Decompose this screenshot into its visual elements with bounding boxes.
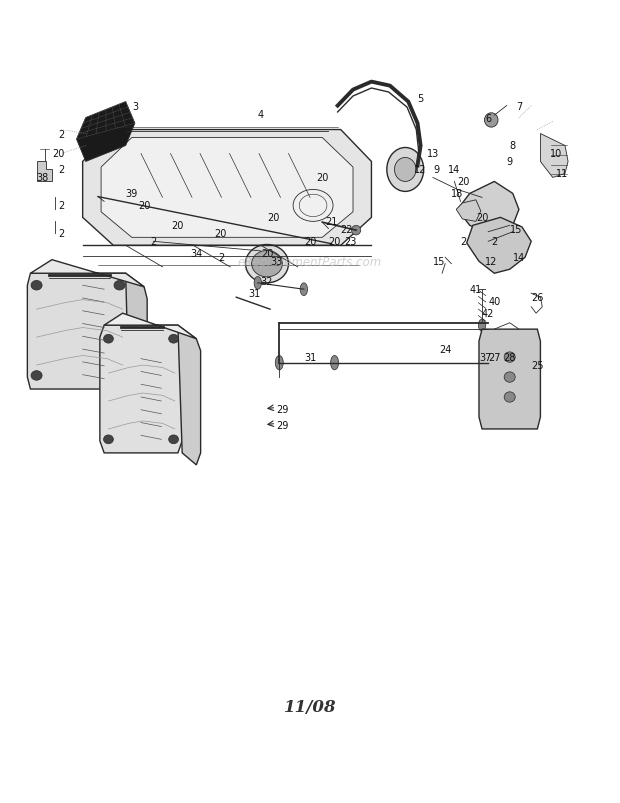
Text: 20: 20 bbox=[261, 249, 273, 259]
Ellipse shape bbox=[114, 371, 125, 381]
Text: 20: 20 bbox=[316, 173, 329, 183]
Text: 2: 2 bbox=[58, 165, 64, 175]
Polygon shape bbox=[30, 260, 144, 287]
Ellipse shape bbox=[31, 371, 42, 381]
Text: 20: 20 bbox=[215, 229, 227, 239]
Text: 13: 13 bbox=[427, 149, 439, 159]
Polygon shape bbox=[100, 326, 182, 454]
Text: 15: 15 bbox=[510, 225, 522, 235]
Text: 10: 10 bbox=[550, 149, 562, 159]
Text: 15: 15 bbox=[433, 257, 445, 267]
Text: 14: 14 bbox=[448, 165, 461, 175]
Text: 20: 20 bbox=[476, 213, 488, 223]
Polygon shape bbox=[104, 314, 197, 340]
Polygon shape bbox=[76, 103, 135, 162]
Text: 11/08: 11/08 bbox=[284, 698, 336, 715]
Text: 23: 23 bbox=[343, 237, 356, 247]
Ellipse shape bbox=[169, 335, 179, 344]
Text: 34: 34 bbox=[190, 249, 203, 259]
Ellipse shape bbox=[504, 393, 515, 402]
Text: 2: 2 bbox=[58, 129, 64, 140]
Ellipse shape bbox=[394, 158, 416, 182]
Ellipse shape bbox=[300, 283, 308, 296]
Polygon shape bbox=[37, 162, 52, 182]
Text: 14: 14 bbox=[513, 253, 525, 263]
Text: 11: 11 bbox=[556, 169, 568, 179]
Text: 41: 41 bbox=[470, 285, 482, 295]
Text: 20: 20 bbox=[52, 149, 64, 159]
Text: 37: 37 bbox=[479, 353, 491, 363]
Text: 42: 42 bbox=[482, 309, 494, 319]
Polygon shape bbox=[467, 218, 531, 274]
Ellipse shape bbox=[504, 353, 515, 363]
Ellipse shape bbox=[254, 277, 262, 290]
Text: 8: 8 bbox=[510, 141, 516, 151]
Text: 39: 39 bbox=[126, 190, 138, 199]
Text: 18: 18 bbox=[451, 190, 464, 199]
Text: 22: 22 bbox=[340, 225, 353, 235]
Polygon shape bbox=[27, 274, 129, 389]
Ellipse shape bbox=[169, 435, 179, 444]
Text: 20: 20 bbox=[304, 237, 316, 247]
Text: 12: 12 bbox=[414, 165, 427, 175]
Polygon shape bbox=[479, 330, 541, 430]
Polygon shape bbox=[458, 182, 519, 238]
Text: 31: 31 bbox=[304, 353, 316, 363]
Ellipse shape bbox=[479, 320, 485, 332]
Text: 21: 21 bbox=[326, 217, 338, 227]
Text: 20: 20 bbox=[138, 201, 150, 211]
Polygon shape bbox=[456, 201, 481, 222]
Ellipse shape bbox=[246, 245, 288, 283]
Text: 20: 20 bbox=[329, 237, 341, 247]
Ellipse shape bbox=[352, 226, 361, 235]
Text: 38: 38 bbox=[37, 173, 49, 183]
Text: 25: 25 bbox=[531, 361, 544, 371]
Text: 20: 20 bbox=[172, 221, 184, 231]
Ellipse shape bbox=[252, 251, 282, 278]
Ellipse shape bbox=[484, 113, 498, 128]
Ellipse shape bbox=[31, 281, 42, 291]
Text: 20: 20 bbox=[267, 213, 280, 223]
Text: 2: 2 bbox=[58, 229, 64, 239]
Text: 29: 29 bbox=[276, 405, 288, 414]
Text: 31: 31 bbox=[249, 289, 261, 299]
Polygon shape bbox=[178, 326, 201, 465]
Ellipse shape bbox=[104, 335, 113, 344]
Text: 9: 9 bbox=[507, 157, 513, 167]
Text: 3: 3 bbox=[132, 101, 138, 112]
Text: 24: 24 bbox=[439, 344, 451, 355]
Text: 2: 2 bbox=[58, 201, 64, 211]
Ellipse shape bbox=[330, 356, 339, 370]
Ellipse shape bbox=[104, 435, 113, 444]
Polygon shape bbox=[101, 138, 353, 238]
Text: 7: 7 bbox=[516, 101, 522, 112]
Text: 32: 32 bbox=[261, 277, 273, 287]
Text: 27: 27 bbox=[488, 353, 500, 363]
Text: 29: 29 bbox=[276, 421, 288, 430]
Text: 2: 2 bbox=[491, 237, 497, 247]
Ellipse shape bbox=[504, 373, 515, 383]
Text: 2: 2 bbox=[218, 253, 224, 263]
Ellipse shape bbox=[275, 356, 283, 370]
Polygon shape bbox=[541, 134, 568, 178]
Text: 33: 33 bbox=[270, 257, 282, 267]
Text: 2: 2 bbox=[461, 237, 467, 247]
Ellipse shape bbox=[114, 281, 125, 291]
Text: 5: 5 bbox=[417, 93, 423, 104]
Text: 12: 12 bbox=[485, 257, 497, 267]
Text: 9: 9 bbox=[433, 165, 439, 175]
Text: 4: 4 bbox=[258, 109, 264, 120]
Text: 40: 40 bbox=[488, 297, 500, 307]
Text: eReplacementParts.com: eReplacementParts.com bbox=[238, 255, 382, 268]
Text: 2: 2 bbox=[150, 237, 156, 247]
Ellipse shape bbox=[387, 149, 423, 192]
Text: 20: 20 bbox=[458, 177, 470, 187]
Polygon shape bbox=[126, 274, 147, 402]
Text: 6: 6 bbox=[485, 113, 491, 124]
Text: 26: 26 bbox=[531, 293, 544, 303]
Text: 28: 28 bbox=[503, 353, 516, 363]
Polygon shape bbox=[82, 130, 371, 246]
